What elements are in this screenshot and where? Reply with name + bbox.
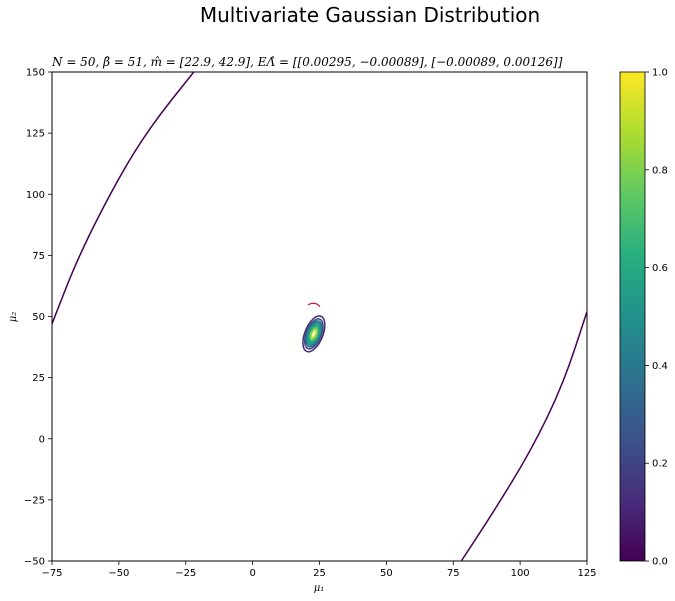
contour-level bbox=[303, 318, 324, 350]
colorbar-tick-label: 0.0 bbox=[652, 557, 668, 568]
x-tick-label: 100 bbox=[511, 568, 530, 579]
colorbar-tick-label: 0.4 bbox=[652, 361, 668, 372]
colorbar-ticks: 0.0 0.2 0.4 0.6 0.8 1.0 bbox=[645, 68, 668, 568]
x-axis: −75 −50 −25 0 25 50 75 100 125 bbox=[41, 561, 597, 579]
colorbar-tick-label: 0.8 bbox=[652, 165, 668, 176]
chart-title: Multivariate Gaussian Distribution bbox=[200, 3, 540, 27]
chart-subtitle: N = 50, β̂ = 51, m̂ = [22.9, 42.9], EΛ̂ … bbox=[51, 55, 563, 69]
x-tick-label: −25 bbox=[175, 568, 196, 579]
colorbar-gradient bbox=[619, 71, 646, 562]
y-tick-label: −25 bbox=[24, 495, 45, 506]
contour-level bbox=[309, 327, 319, 341]
x-tick-label: 0 bbox=[249, 568, 255, 579]
x-tick-label: 75 bbox=[447, 568, 460, 579]
x-tick-label: −75 bbox=[41, 568, 62, 579]
contour-level bbox=[302, 315, 326, 353]
y-tick-label: 150 bbox=[26, 68, 45, 79]
outer-contour-line bbox=[52, 72, 195, 325]
x-tick-label: −50 bbox=[108, 568, 129, 579]
x-axis-label: μ₁ bbox=[314, 583, 325, 594]
y-tick-label: −50 bbox=[24, 557, 45, 568]
y-tick-label: 75 bbox=[32, 251, 45, 262]
contour-lines bbox=[52, 72, 587, 561]
colorbar-tick-label: 0.2 bbox=[652, 459, 668, 470]
y-tick-label: 100 bbox=[26, 190, 45, 201]
colorbar-tick-label: 0.6 bbox=[652, 263, 668, 274]
contour-level bbox=[310, 329, 317, 339]
y-axis-label: μ₂ bbox=[8, 312, 19, 323]
plot-area: −75 −50 −25 0 25 50 75 100 125 −50−2502550751001… bbox=[24, 68, 597, 580]
y-tick-label: 0 bbox=[39, 434, 45, 445]
outer-contour-line bbox=[460, 311, 587, 561]
colorbar: 0.0 0.2 0.4 0.6 0.8 1.0 bbox=[619, 68, 668, 568]
y-tick-label: 50 bbox=[32, 312, 45, 323]
y-axis: −50 −25 0 25 50 75 100 125 150 bbox=[24, 68, 52, 568]
y-tick-label: 125 bbox=[26, 129, 45, 140]
contour-level bbox=[305, 320, 323, 348]
y-tick-label: 25 bbox=[32, 373, 45, 384]
x-tick-label: 50 bbox=[380, 568, 393, 579]
contour-artifact bbox=[307, 302, 321, 308]
x-tick-label: 25 bbox=[313, 568, 326, 579]
x-tick-label: 125 bbox=[577, 568, 596, 579]
colorbar-tick-label: 1.0 bbox=[652, 68, 668, 79]
